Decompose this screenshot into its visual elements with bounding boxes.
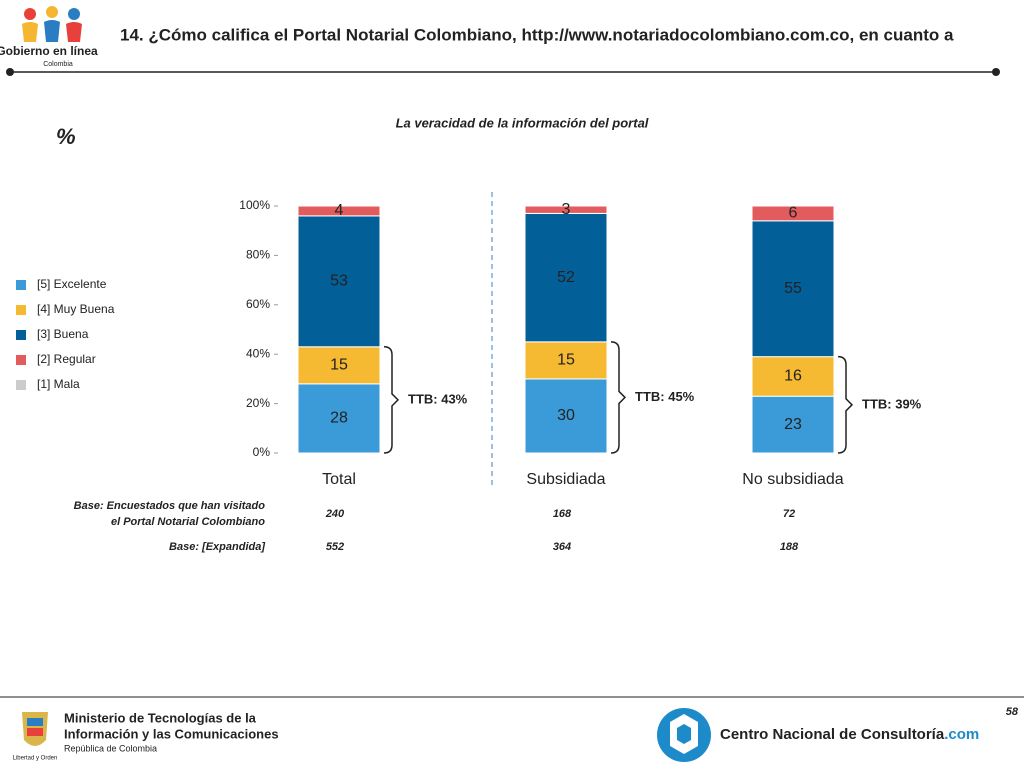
bar-segment bbox=[297, 346, 381, 385]
ministry-line: Ministerio de Tecnologías de la bbox=[64, 710, 257, 725]
bar-segment bbox=[751, 356, 835, 397]
ministry-sub: República de Colombia bbox=[64, 743, 157, 753]
slide-title: 14. ¿Cómo califica el Portal Notarial Co… bbox=[120, 25, 954, 44]
logo-text: Gobierno en línea bbox=[0, 44, 98, 58]
base-value: 364 bbox=[553, 541, 571, 553]
segment-label: 52 bbox=[557, 269, 575, 286]
bar-segment bbox=[751, 220, 835, 358]
ttb-label: TTB: 39% bbox=[862, 396, 922, 411]
base-value: 240 bbox=[325, 508, 345, 520]
logo-sub: Colombia bbox=[43, 61, 73, 68]
legend-label: [2] Regular bbox=[37, 352, 96, 366]
segment-label: 53 bbox=[330, 273, 348, 290]
rule-dot bbox=[992, 68, 1000, 76]
legend-label: [4] Muy Buena bbox=[37, 302, 115, 316]
base-value: 72 bbox=[783, 508, 795, 520]
base-label: el Portal Notarial Colombiano bbox=[111, 516, 265, 528]
bar-segment bbox=[524, 205, 608, 214]
bar-segment bbox=[751, 205, 835, 222]
legend-label: [5] Excelente bbox=[37, 277, 107, 291]
base-value: 552 bbox=[326, 541, 344, 553]
bar-segment bbox=[297, 205, 381, 217]
bracket bbox=[383, 346, 400, 454]
ttb-label: TTB: 43% bbox=[408, 391, 468, 406]
segment-label: 6 bbox=[789, 205, 798, 222]
ttb-label: TTB: 45% bbox=[635, 389, 695, 404]
segment-label: 15 bbox=[330, 357, 348, 374]
cnc-logo bbox=[657, 708, 711, 762]
x-tick-label: Subsidiada bbox=[526, 471, 605, 488]
bracket bbox=[610, 341, 627, 454]
x-tick-label: No subsidiada bbox=[742, 471, 844, 488]
y-tick-label: 60% bbox=[246, 297, 270, 311]
segment-label: 28 bbox=[330, 410, 348, 427]
rule-dot bbox=[6, 68, 14, 76]
segment-label: 30 bbox=[557, 407, 575, 424]
legend-swatch bbox=[16, 380, 26, 390]
segment-label: 23 bbox=[784, 416, 802, 433]
bracket bbox=[837, 355, 854, 454]
segment-label: 4 bbox=[335, 202, 344, 219]
ministry-line: Información y las Comunicaciones bbox=[64, 726, 279, 741]
base-value: 188 bbox=[780, 541, 799, 553]
cnc-suffix: .com bbox=[944, 726, 979, 743]
base-label: Base: Encuestados que han visitado bbox=[74, 500, 266, 512]
bar-segment bbox=[751, 395, 835, 454]
y-tick-label: 0% bbox=[253, 445, 271, 459]
legend-label: [1] Mala bbox=[37, 377, 80, 391]
bar-segment bbox=[297, 383, 381, 454]
motto: Libertad y Orden bbox=[13, 756, 58, 762]
x-tick-label: Total bbox=[322, 471, 356, 488]
y-tick-label: 20% bbox=[246, 396, 270, 410]
legend-swatch bbox=[16, 305, 26, 315]
base-label: Base: [Expandida] bbox=[169, 541, 265, 553]
bar-segment bbox=[297, 215, 381, 348]
y-tick-label: 100% bbox=[239, 198, 270, 212]
cnc-main: Centro Nacional de Consultoría bbox=[720, 726, 945, 743]
legend-label: [3] Buena bbox=[37, 327, 89, 341]
page-number: 58 bbox=[1006, 706, 1019, 718]
base-value: 168 bbox=[553, 508, 572, 520]
cnc-name: Centro Nacional de Consultoría.com bbox=[720, 726, 979, 743]
y-tick-label: 80% bbox=[246, 248, 270, 262]
segment-label: 55 bbox=[784, 280, 802, 297]
legend-swatch bbox=[16, 280, 26, 290]
bar-segment bbox=[524, 378, 608, 454]
segment-label: 15 bbox=[557, 352, 575, 369]
segment-label: 16 bbox=[784, 368, 802, 385]
y-tick-label: 40% bbox=[246, 346, 270, 360]
segment-label: 3 bbox=[562, 201, 571, 218]
legend-swatch bbox=[16, 355, 26, 365]
coat-of-arms bbox=[22, 712, 48, 746]
unit-label: % bbox=[56, 124, 76, 149]
legend-swatch bbox=[16, 330, 26, 340]
chart-title: La veracidad de la información del porta… bbox=[396, 115, 649, 130]
logo bbox=[22, 6, 82, 42]
